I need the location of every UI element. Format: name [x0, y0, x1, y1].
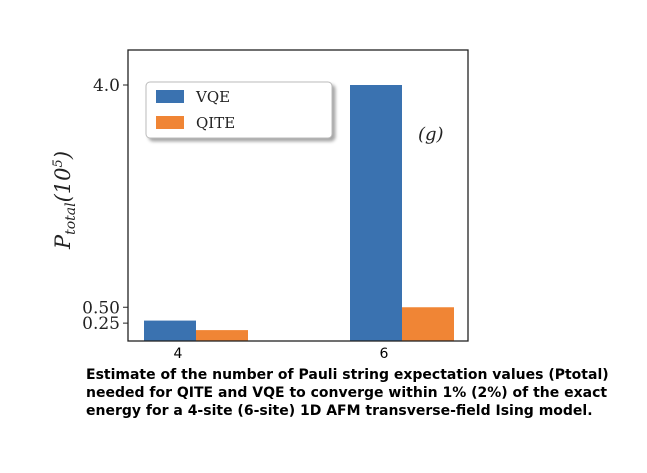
legend: VQE QITE [145, 81, 333, 139]
bar-qite-6 [402, 307, 454, 341]
y-tick-label: 0.50 [82, 298, 120, 318]
legend-swatch-vqe [156, 90, 184, 103]
bar-vqe-6 [350, 85, 402, 341]
y-tick-label: 4.0 [93, 76, 120, 96]
figure-caption: Estimate of the number of Pauli string e… [86, 367, 609, 419]
x-category-label: 6 [380, 346, 389, 362]
svg-text:Ptotal(105): Ptotal(105) [51, 151, 79, 250]
legend-swatch-qite [156, 116, 184, 129]
legend-label-qite: QITE [196, 114, 235, 132]
legend-label-vqe: VQE [195, 88, 230, 106]
legend-box [145, 81, 333, 139]
bar-vqe-4 [144, 320, 196, 341]
x-category-label: 4 [174, 346, 183, 362]
panel-annotation: (g) [418, 124, 444, 145]
axes-frame [127, 49, 469, 342]
y-axis-label: Ptotal(105) [51, 151, 79, 250]
y-tick-label: 0.25 [82, 314, 120, 334]
bar-qite-4 [196, 330, 248, 341]
